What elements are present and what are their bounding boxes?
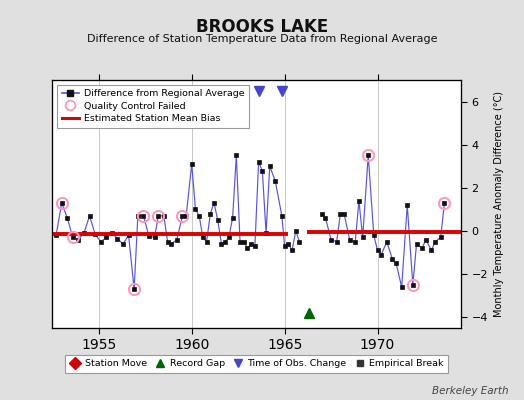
Text: Difference of Station Temperature Data from Regional Average: Difference of Station Temperature Data f… bbox=[87, 34, 437, 44]
Text: Berkeley Earth: Berkeley Earth bbox=[432, 386, 508, 396]
Text: BROOKS LAKE: BROOKS LAKE bbox=[196, 18, 328, 36]
Y-axis label: Monthly Temperature Anomaly Difference (°C): Monthly Temperature Anomaly Difference (… bbox=[494, 91, 504, 317]
Legend: Difference from Regional Average, Quality Control Failed, Estimated Station Mean: Difference from Regional Average, Qualit… bbox=[57, 85, 249, 128]
Legend: Station Move, Record Gap, Time of Obs. Change, Empirical Break: Station Move, Record Gap, Time of Obs. C… bbox=[65, 355, 449, 373]
